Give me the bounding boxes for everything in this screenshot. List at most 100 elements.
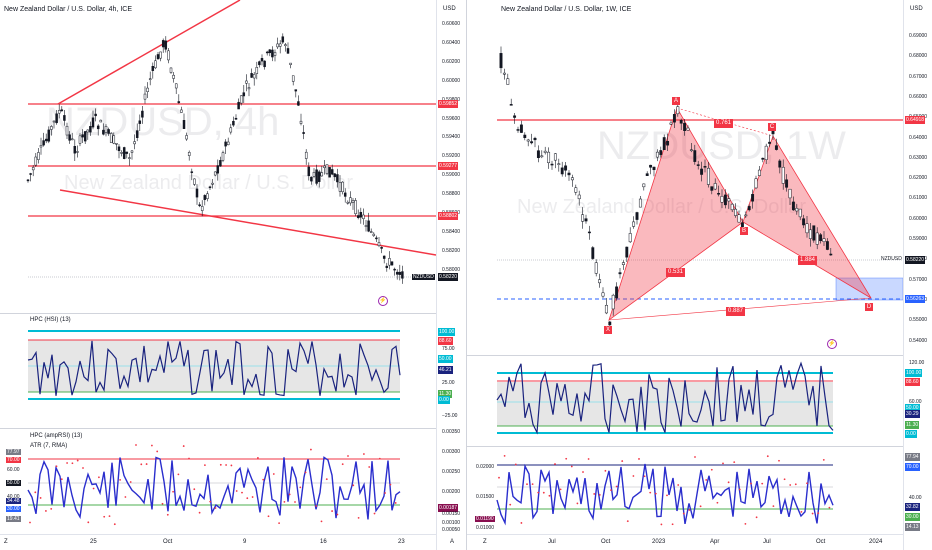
pattern-point-x: X	[604, 326, 612, 334]
candle-body	[278, 43, 282, 47]
candle-body	[297, 101, 300, 106]
candle-body	[120, 152, 123, 154]
pattern-point-c: C	[768, 123, 776, 131]
atr-tick: 0.01190	[475, 516, 495, 522]
hsi-tick: 11.30	[438, 390, 453, 398]
candle-body	[502, 72, 506, 75]
time-label: Oct	[163, 539, 173, 545]
atr-dot	[666, 494, 668, 497]
atr-dot	[389, 483, 392, 486]
atr-dot	[565, 457, 568, 460]
time-label: Oct	[816, 539, 826, 545]
candle-body	[659, 150, 663, 156]
watermark-symbol: NZDUSD, 1W	[597, 124, 846, 168]
candle-body	[135, 130, 139, 138]
candle-body	[143, 93, 147, 100]
atr-dot	[682, 512, 685, 515]
time-axis[interactable]: Z Jul Oct 2023 Apr Jul Oct 2024	[467, 534, 903, 550]
candle-body	[730, 203, 734, 211]
candle-body	[815, 232, 819, 245]
hsi-tick: 50.00	[438, 355, 453, 363]
pane-separator[interactable]	[467, 446, 903, 447]
atr-dot	[34, 491, 37, 494]
candle-body	[829, 253, 833, 256]
candle-body	[94, 113, 97, 117]
candle-body	[221, 152, 225, 161]
left-price-plot[interactable]	[0, 0, 436, 534]
candle-body	[747, 206, 751, 211]
zoom-corner[interactable]: Z	[483, 539, 487, 545]
atr-dot	[278, 522, 280, 525]
alert-icon[interactable]: ⚡	[378, 296, 388, 306]
candle-body	[52, 120, 56, 123]
pattern-point-d: D	[865, 303, 873, 311]
atr-dot	[272, 473, 275, 475]
time-label: Jul	[548, 539, 556, 545]
candle-body	[211, 182, 214, 185]
candle-body	[224, 141, 227, 147]
alert-icon[interactable]: ⚡	[827, 339, 837, 349]
time-label: 25	[90, 539, 97, 545]
atr-dot	[699, 505, 702, 508]
left-chart-panel[interactable]: NZDUSD, 4h New Zealand Dollar / U.S. Dol…	[0, 0, 466, 550]
level-price-tag: 0.59852	[438, 100, 459, 108]
candle-body	[822, 238, 826, 242]
atr-dot	[267, 515, 270, 518]
hsi-tick: −25.00	[442, 413, 458, 419]
hsi-tick: 11.30	[905, 421, 920, 429]
candle-body	[540, 155, 544, 158]
amprsi-tick: 32.82	[905, 503, 920, 511]
atr-dot	[188, 457, 190, 460]
atr-dot	[615, 485, 618, 488]
watermark-name: New Zealand Dollar / U.S. Dollar	[64, 172, 353, 194]
candle-body	[60, 109, 64, 112]
pane-separator[interactable]	[0, 428, 436, 429]
candle-body	[198, 204, 201, 207]
candle-body	[271, 49, 274, 58]
price-tick: 0.55000	[909, 317, 928, 324]
candle-body	[761, 157, 765, 160]
candle-body	[720, 196, 724, 203]
right-price-plot[interactable]	[467, 0, 903, 534]
prz-box	[835, 277, 903, 301]
chart-title: New Zealand Dollar / U.S. Dollar, 1W, IC…	[501, 6, 632, 13]
candle-body	[513, 115, 517, 118]
time-axis[interactable]: Z 25 Oct 9 16 23 A	[0, 534, 454, 550]
candle-body	[237, 101, 240, 110]
candle-body	[289, 62, 292, 65]
atr-dot	[156, 450, 159, 453]
candle-body	[713, 183, 717, 190]
hsi-tick: 0.00	[438, 396, 450, 404]
ratio-label: 1.884	[798, 256, 818, 265]
atr-dot	[794, 483, 797, 486]
candle-body	[81, 134, 84, 138]
pattern-point-a: A	[672, 97, 680, 105]
candle-body	[91, 117, 95, 128]
candle-body	[286, 48, 290, 54]
atr-dot	[320, 520, 323, 523]
atr-dot	[76, 459, 79, 462]
atr-dot	[554, 463, 556, 465]
price-tick: 0.57000	[909, 276, 928, 283]
atr-dot	[246, 497, 249, 500]
candle-body	[281, 36, 285, 43]
zoom-corner[interactable]: Z	[4, 539, 8, 545]
candle-body	[242, 92, 246, 97]
atr-dot	[55, 465, 58, 468]
candle-body	[234, 117, 238, 120]
candle-body	[564, 165, 568, 171]
auto-scale-button[interactable]: A	[450, 539, 455, 545]
hsi-tick: 60.00	[909, 399, 922, 405]
price-tick: 0.58000	[442, 266, 461, 273]
atr-dot	[82, 467, 84, 469]
candle-body	[625, 246, 629, 258]
candle-body	[193, 178, 196, 185]
candle-body	[611, 294, 615, 310]
price-tick: 0.63000	[909, 154, 928, 161]
candle-body	[594, 262, 598, 274]
candle-body	[96, 125, 100, 130]
pane-separator[interactable]	[0, 313, 436, 314]
atr-dot	[214, 507, 217, 509]
right-chart-panel[interactable]: NZDUSD, 1W New Zealand Dollar / U.S. Dol…	[466, 0, 932, 550]
pane-separator[interactable]	[467, 355, 903, 356]
